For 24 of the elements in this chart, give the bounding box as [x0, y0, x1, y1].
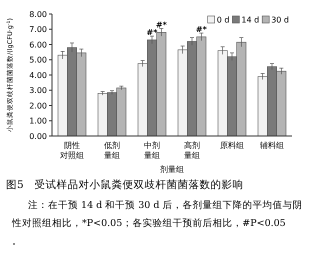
- x-tick-label: 中剂量组: [144, 141, 160, 160]
- x-tick-label: 低剂量组: [104, 141, 120, 160]
- text: 图5 受试样品对小鼠粪便双歧杆菌菌落数的影响: [6, 178, 244, 191]
- y-tick-label: 0.00: [29, 132, 47, 141]
- y-tick-label: 5.00: [29, 56, 47, 65]
- y-tick-label: 8.00: [29, 10, 47, 19]
- annotation: #*: [156, 20, 168, 30]
- legend-label: 0 d: [216, 16, 230, 24]
- y-tick-label: 3.00: [29, 86, 47, 96]
- y-tick-label: 6.00: [29, 40, 47, 50]
- y-tick-label: 7.00: [29, 25, 47, 34]
- text: 注：在干预 14 d 和干预 30 d 后，各剂量组下降的平均值与阴性对照组相比，*P<0.05；各实验组干预前后相比，#P<0.05。: [11, 199, 302, 247]
- legend-label: 30 d: [271, 16, 290, 24]
- x-tick-label: 高剂量组: [184, 141, 200, 160]
- x-tick-label: 阴性对照组: [60, 141, 84, 160]
- annotation: #*: [146, 28, 158, 38]
- y-tick-label: 2.00: [29, 101, 47, 110]
- y-tick-label: 4.00: [29, 70, 47, 80]
- x-tick-label: 辅料组: [260, 141, 284, 150]
- legend-label: 14 d: [241, 16, 260, 24]
- y-tick-label: 1.00: [29, 116, 47, 126]
- x-tick-label: 原料组: [220, 141, 244, 150]
- annotation: #*: [196, 25, 208, 34]
- x-axis-title: 剂量组: [160, 165, 184, 174]
